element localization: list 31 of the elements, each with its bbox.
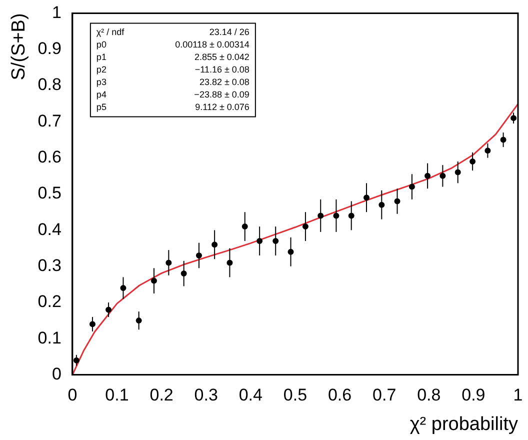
y-tick-label: 0.2 [38,292,62,312]
x-tick-label: 0.1 [105,386,129,405]
x-tick-label: 1 [513,386,523,405]
x-tick-label: 0.9 [462,386,486,405]
x-tick-label: 0.3 [194,386,218,405]
text: p1 2.855 ± 0.042 [96,52,250,62]
text: χ² / ndf 23.14 / 26 [96,26,250,37]
text: p2 −11.16 ± 0.08 [96,64,250,74]
x-tick-label: 0 [68,386,78,405]
x-tick-label: 0.8 [417,386,441,405]
y-tick-label: 0.5 [38,184,62,203]
text: p4 −23.88 ± 0.09 [96,89,250,100]
text: p3 23.82 ± 0.08 [96,76,250,87]
x-tick-label: 0.4 [238,386,262,405]
x-tick-label: 0.6 [328,386,352,405]
text: p0 0.00118 ± 0.00314 [96,39,250,50]
y-axis-title: S/(S+B) [8,13,30,80]
y-tick-label: 0.1 [38,328,62,348]
text: p5 9.112 ± 0.076 [96,102,250,112]
x-tick-label: 0.2 [150,386,174,405]
y-tick-label: 0 [52,364,62,384]
y-tick-label: 0.7 [38,111,62,130]
x-axis-title: χ² probability [410,414,518,435]
y-tick-label: 0.4 [38,220,62,239]
y-tick-label: 0.8 [38,75,62,94]
x-tick-label: 0.5 [283,386,308,405]
y-tick-label: 1 [52,2,62,22]
y-tick-label: 0.3 [38,256,62,276]
y-tick-label: 0.6 [38,148,62,167]
y-tick-label: 0.9 [38,39,62,58]
x-tick-label: 0.7 [372,386,396,405]
